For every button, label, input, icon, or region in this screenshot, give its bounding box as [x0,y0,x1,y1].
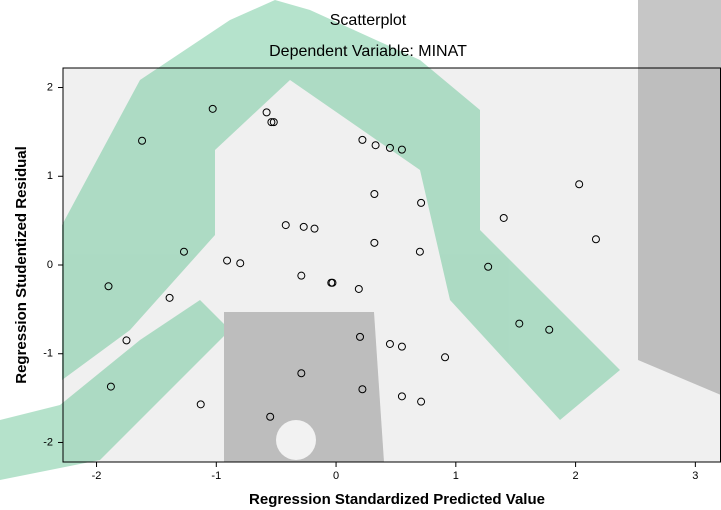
y-tick-label: -1 [43,348,53,360]
y-tick-label: -2 [43,436,53,448]
watermark-shape [638,0,721,395]
y-axis-label: Regression Studentized Residual [13,146,30,384]
y-tick-label: 2 [47,81,53,93]
x-tick-label: 2 [573,470,579,482]
x-axis-label: Regression Standardized Predicted Value [249,491,545,508]
chart: Scatterplot Dependent Variable: MINAT Re… [0,0,721,510]
chart-title: Scatterplot [330,12,407,29]
x-tick-label: 3 [692,470,698,482]
x-tick-label: 0 [333,470,339,482]
x-tick-label: 1 [453,470,459,482]
y-tick-label: 1 [47,170,53,182]
x-tick-label: -2 [92,470,102,482]
x-tick-label: -1 [211,470,221,482]
watermark-shape [276,420,316,460]
y-tick-label: 0 [47,259,53,271]
chart-subtitle: Dependent Variable: MINAT [269,43,467,60]
